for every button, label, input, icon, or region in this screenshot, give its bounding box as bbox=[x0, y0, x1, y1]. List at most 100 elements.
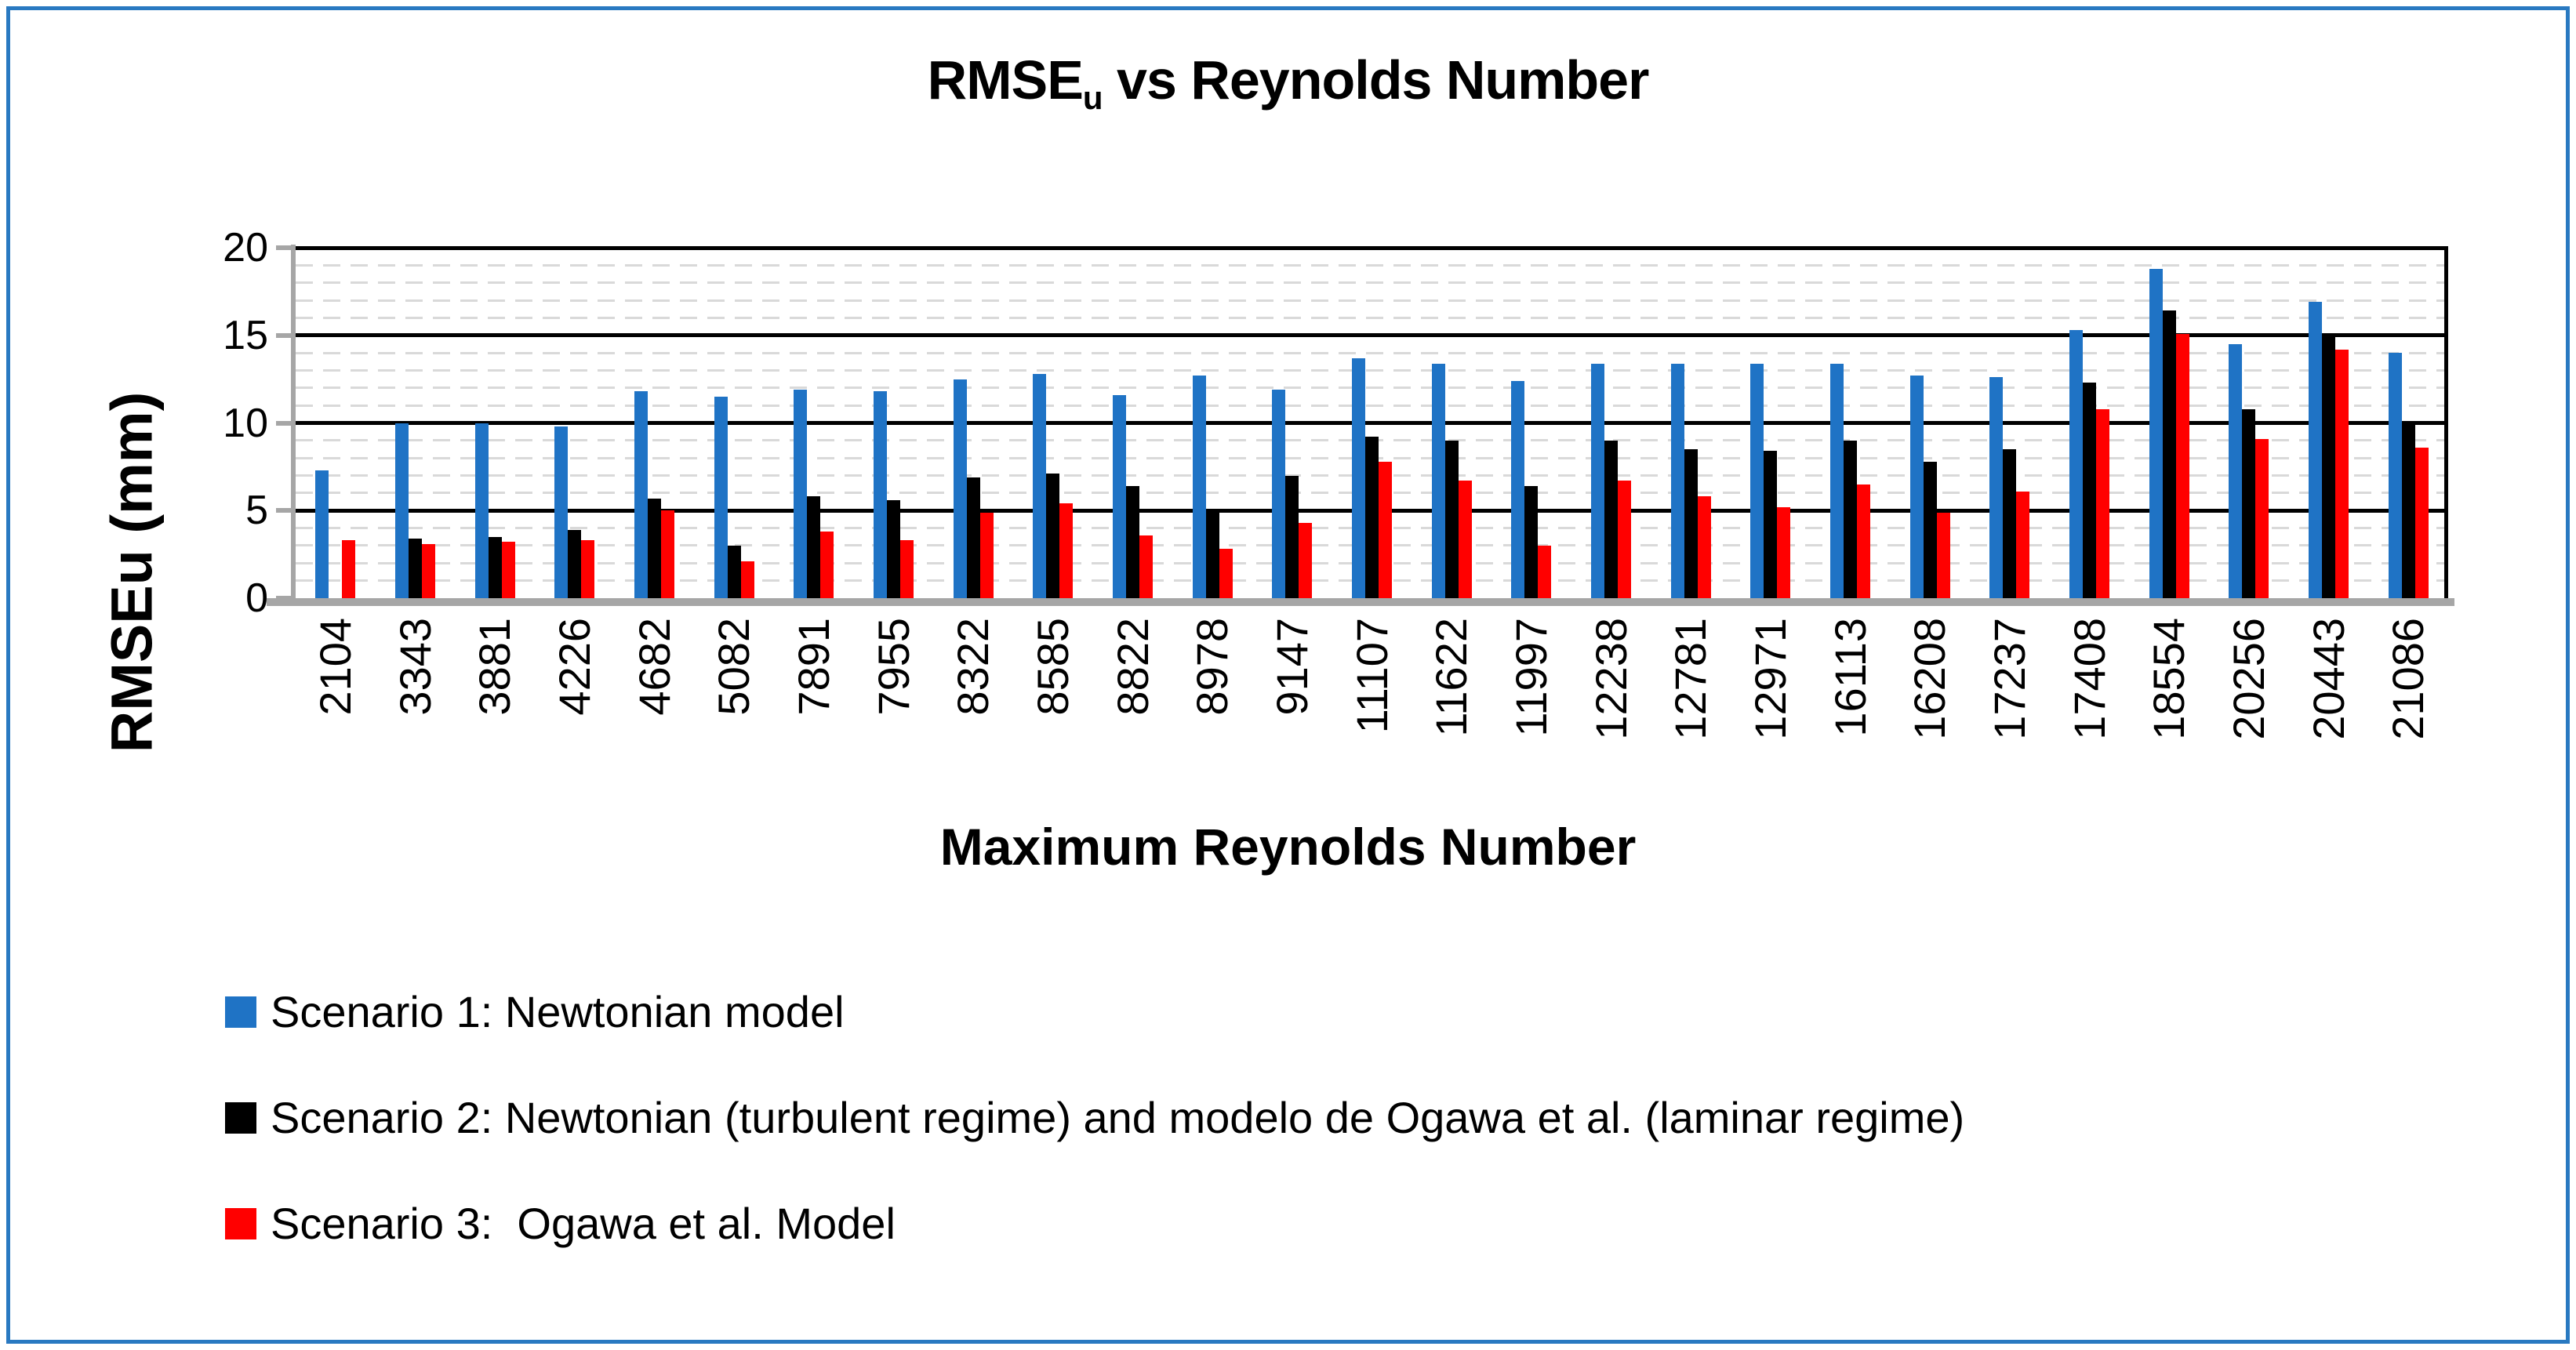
y-axis-line bbox=[291, 245, 296, 606]
y-tick bbox=[276, 508, 292, 514]
bar-scenario3-21086 bbox=[2414, 447, 2429, 598]
bar-scenario2-8585 bbox=[1046, 474, 1060, 598]
gridline-minor bbox=[296, 281, 2448, 285]
bar-scenario3-2104 bbox=[342, 540, 356, 598]
x-tick-label: 5082 bbox=[709, 618, 759, 716]
bar-scenario2-9147 bbox=[1285, 475, 1299, 598]
bar-scenario3-8978 bbox=[1219, 549, 1233, 598]
bar-scenario2-11997 bbox=[1524, 485, 1539, 598]
y-tick bbox=[276, 245, 292, 250]
chart-title-suffix: vs Reynolds Number bbox=[1102, 49, 1649, 111]
gridline-major bbox=[296, 333, 2448, 338]
x-tick-label: 12781 bbox=[1666, 618, 1716, 740]
gridline-minor bbox=[296, 351, 2448, 354]
x-tick-label: 8322 bbox=[948, 618, 998, 716]
x-tick-label: 2104 bbox=[310, 618, 360, 716]
bar-scenario3-20443 bbox=[2335, 349, 2349, 598]
bar-scenario1-3343 bbox=[395, 423, 409, 598]
x-tick-label: 12971 bbox=[1745, 618, 1795, 740]
chart-title-prefix: RMSE bbox=[927, 49, 1084, 111]
y-tick-label: 20 bbox=[223, 225, 268, 270]
bar-scenario1-17408 bbox=[2069, 330, 2083, 598]
x-axis-line bbox=[267, 598, 2454, 606]
chart-title-subscript: u bbox=[1082, 78, 1103, 116]
x-tick-label: 8822 bbox=[1107, 618, 1157, 716]
legend-swatch-scenario-2 bbox=[225, 1101, 256, 1134]
bar-scenario1-20443 bbox=[2309, 302, 2322, 598]
bar-scenario3-3881 bbox=[501, 542, 515, 598]
bar-scenario1-4226 bbox=[554, 426, 569, 598]
bar-scenario2-16113 bbox=[1844, 440, 1857, 598]
bar-scenario3-11997 bbox=[1538, 545, 1552, 598]
bar-scenario3-16113 bbox=[1857, 484, 1870, 598]
bar-scenario1-18554 bbox=[2149, 268, 2163, 598]
x-tick-label: 7955 bbox=[868, 618, 918, 716]
bar-scenario2-4226 bbox=[568, 529, 582, 598]
legend-label-scenario-2: Scenario 2: Newtonian (turbulent regime)… bbox=[271, 1093, 1965, 1142]
bar-scenario1-16208 bbox=[1909, 376, 1924, 598]
x-tick-label: 11622 bbox=[1426, 618, 1477, 737]
y-tick-label: 10 bbox=[223, 400, 268, 446]
bar-scenario1-7891 bbox=[794, 390, 808, 598]
bar-scenario3-18554 bbox=[2175, 333, 2189, 598]
bar-scenario1-7955 bbox=[874, 391, 887, 598]
legend: Scenario 1: Newtonian model Scenario 2: N… bbox=[225, 986, 1964, 1249]
legend-item-scenario-3: Scenario 3: Ogawa et al. Model bbox=[225, 1198, 1964, 1249]
legend-swatch-scenario-3 bbox=[225, 1207, 256, 1239]
gridline-major bbox=[296, 245, 2448, 250]
bar-scenario2-16208 bbox=[1923, 461, 1937, 598]
x-tick-label: 8978 bbox=[1187, 618, 1237, 716]
bar-scenario3-17408 bbox=[2096, 408, 2109, 598]
bar-scenario2-7955 bbox=[887, 499, 900, 598]
x-tick-label: 8585 bbox=[1027, 618, 1077, 716]
bar-scenario2-3343 bbox=[409, 539, 422, 598]
gridline-minor bbox=[296, 386, 2448, 390]
bar-scenario3-12238 bbox=[1618, 481, 1631, 598]
bar-scenario3-7955 bbox=[900, 540, 914, 598]
y-tick bbox=[276, 420, 292, 426]
bar-scenario2-18554 bbox=[2162, 310, 2176, 598]
plot-right-border bbox=[2444, 248, 2448, 598]
gridline-major bbox=[296, 421, 2448, 425]
x-tick-label: 21086 bbox=[2383, 618, 2433, 740]
bar-scenario1-20256 bbox=[2229, 343, 2243, 598]
bar-scenario1-8585 bbox=[1033, 373, 1047, 598]
bar-scenario1-12971 bbox=[1750, 363, 1764, 598]
x-tick-label: 12238 bbox=[1586, 618, 1636, 740]
bar-scenario1-8322 bbox=[953, 379, 967, 598]
chart-title: RMSEu vs Reynolds Number bbox=[0, 49, 2576, 116]
bar-scenario1-11107 bbox=[1352, 357, 1365, 598]
legend-swatch-scenario-1 bbox=[225, 996, 256, 1028]
x-tick-label: 11107 bbox=[1346, 618, 1397, 734]
gridline-minor bbox=[296, 404, 2448, 407]
y-axis-title: RMSEu (mm) bbox=[99, 391, 165, 753]
bar-scenario3-12971 bbox=[1777, 506, 1791, 598]
x-tick-label: 17237 bbox=[1984, 618, 2034, 740]
bar-scenario1-16113 bbox=[1830, 363, 1844, 598]
bar-scenario2-7891 bbox=[807, 496, 821, 598]
bar-scenario3-8585 bbox=[1059, 503, 1074, 598]
gridline-minor bbox=[296, 368, 2448, 372]
gridline-minor bbox=[296, 263, 2448, 267]
bar-scenario1-9147 bbox=[1272, 390, 1286, 598]
plot-area bbox=[296, 245, 2448, 598]
y-tick-label: 5 bbox=[245, 488, 268, 534]
bar-scenario1-5082 bbox=[714, 396, 728, 598]
bar-scenario1-11622 bbox=[1431, 363, 1445, 598]
x-tick-label: 7891 bbox=[788, 618, 838, 716]
bar-scenario1-12238 bbox=[1591, 363, 1604, 598]
bar-scenario2-17408 bbox=[2083, 383, 2096, 598]
x-tick-label: 17408 bbox=[2064, 618, 2114, 740]
x-tick-label: 16113 bbox=[1825, 618, 1875, 737]
y-tick-label: 0 bbox=[245, 575, 268, 621]
bar-scenario1-2104 bbox=[315, 470, 329, 598]
bar-scenario2-12238 bbox=[1604, 440, 1618, 598]
bar-scenario3-20256 bbox=[2255, 438, 2269, 598]
y-tick-label: 15 bbox=[223, 312, 268, 358]
bar-scenario2-12781 bbox=[1684, 449, 1698, 598]
x-tick-label: 16208 bbox=[1905, 618, 1955, 740]
legend-label-scenario-1: Scenario 1: Newtonian model bbox=[271, 987, 845, 1036]
x-tick-label: 18554 bbox=[2144, 618, 2194, 740]
x-tick-label: 3881 bbox=[470, 618, 520, 716]
gridline-minor bbox=[296, 316, 2448, 319]
